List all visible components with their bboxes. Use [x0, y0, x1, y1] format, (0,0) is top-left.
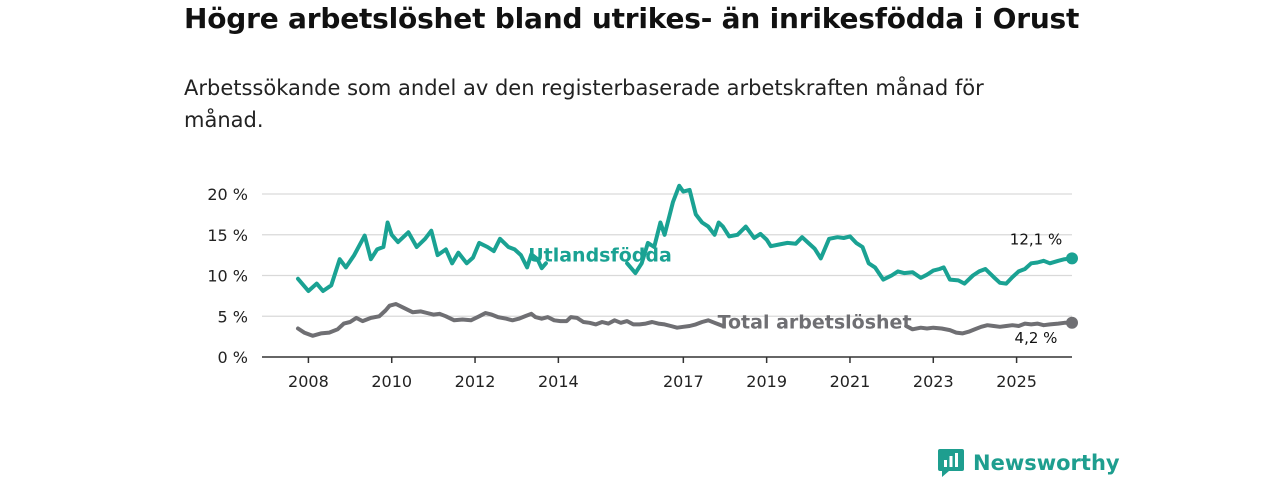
x-tick-label: 2008	[288, 372, 329, 391]
series-line-total	[904, 320, 1074, 336]
newsworthy-logo-icon	[938, 449, 964, 477]
x-tick-label: 2010	[371, 372, 412, 391]
y-axis-tick-labels: 0 % 5 % 10 % 15 % 20 %	[207, 185, 248, 367]
end-point-utlandsfodda	[1066, 252, 1078, 265]
chart-subtitle: Arbetssökande som andel av den registerb…	[184, 76, 984, 132]
x-tick-label: 2021	[830, 372, 871, 391]
x-tick-label: 2014	[538, 372, 579, 391]
x-tick-label: 2023	[913, 372, 954, 391]
x-tick-label: 2017	[663, 372, 704, 391]
x-tick-label: 2019	[746, 372, 787, 391]
x-tick-label: 2025	[996, 372, 1037, 391]
chart-title: Högre arbetslöshet bland utrikes- än inr…	[184, 2, 1080, 35]
end-value-label-utlandsfodda: 12,1 %	[1010, 230, 1062, 248]
y-tick-label: 10 %	[207, 267, 248, 286]
end-value-label-total: 4,2 %	[1015, 329, 1058, 347]
y-tick-label: 15 %	[207, 226, 248, 245]
series-lines	[296, 183, 1078, 338]
series-label-utlandsfodda: Utlandsfödda	[528, 245, 672, 267]
y-tick-label: 0 %	[218, 348, 248, 367]
series-line-utlandsfodda	[625, 183, 1074, 286]
x-tick-label: 2012	[455, 372, 496, 391]
x-axis: 2008 2010 2012 2014 2017 2019 2021 2023 2025	[262, 356, 1072, 391]
end-point-total	[1066, 316, 1078, 329]
y-tick-label: 5 %	[218, 307, 248, 326]
brand-name: Newsworthy	[973, 451, 1120, 475]
series-label-total: Total arbetslöshet	[718, 311, 912, 333]
newsworthy-logo[interactable]: Newsworthy	[937, 448, 1120, 478]
gridlines	[262, 193, 1072, 317]
series-line-total	[296, 302, 725, 338]
y-tick-label: 20 %	[207, 185, 248, 204]
series-line-utlandsfodda	[296, 220, 548, 293]
series-labels: 12,1 % 4,2 % Utlandsfödda Total arbetslöshe…	[528, 230, 1062, 346]
